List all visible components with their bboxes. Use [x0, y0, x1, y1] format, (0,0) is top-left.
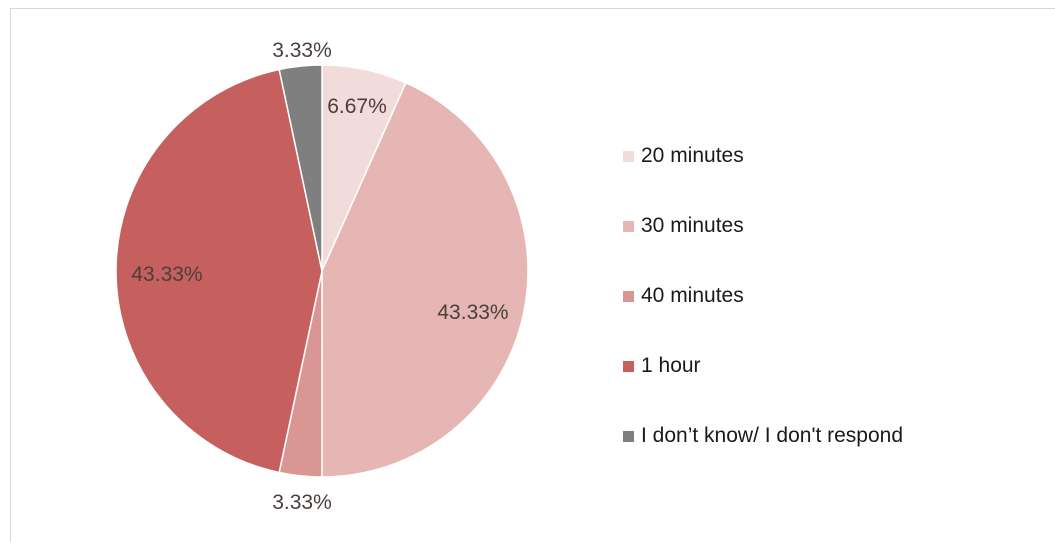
legend-item-dont-know: I don’t know/ I don't respond — [623, 401, 903, 471]
legend-item-40-minutes: 40 minutes — [623, 261, 903, 331]
legend-label-dont-know: I don’t know/ I don't respond — [641, 424, 904, 447]
legend-item-30-minutes: 30 minutes — [623, 191, 903, 261]
legend-swatch-30-minutes — [623, 220, 634, 232]
pie-chart: 6.67% 43.33% 3.33% 43.33% 3.33% — [115, 39, 529, 514]
legend-item-1-hour: 1 hour — [623, 331, 903, 401]
legend-label-1-hour: 1 hour — [641, 354, 701, 377]
legend-label-30-minutes: 30 minutes — [641, 214, 744, 237]
pie-slice-dont-know — [278, 64, 323, 272]
data-label-1-hour: 43.33% — [131, 263, 202, 286]
data-label-30-minutes: 43.33% — [437, 301, 508, 324]
chart-legend: 20 minutes 30 minutes 40 minutes 1 hour … — [623, 121, 903, 471]
data-label-40-minutes: 3.33% — [272, 491, 332, 514]
pie-slice-30-minutes — [321, 81, 529, 478]
legend-item-20-minutes: 20 minutes — [623, 121, 903, 191]
legend-swatch-1-hour — [623, 360, 634, 372]
chart-frame: 6.67% 43.33% 3.33% 43.33% 3.33% 20 minutes 3… — [10, 8, 1055, 542]
data-label-20-minutes: 6.67% — [327, 95, 387, 118]
legend-label-40-minutes: 40 minutes — [641, 284, 744, 307]
pie-slice-1-hour — [115, 68, 323, 474]
data-label-dont-know: 3.33% — [272, 39, 332, 62]
legend-swatch-dont-know — [623, 430, 634, 442]
pie-slices — [115, 64, 529, 478]
pie-data-labels: 6.67% 43.33% 3.33% 43.33% 3.33% — [131, 39, 508, 514]
legend-label-20-minutes: 20 minutes — [641, 144, 744, 167]
legend-swatch-40-minutes — [623, 290, 634, 302]
legend-swatch-20-minutes — [623, 150, 634, 162]
